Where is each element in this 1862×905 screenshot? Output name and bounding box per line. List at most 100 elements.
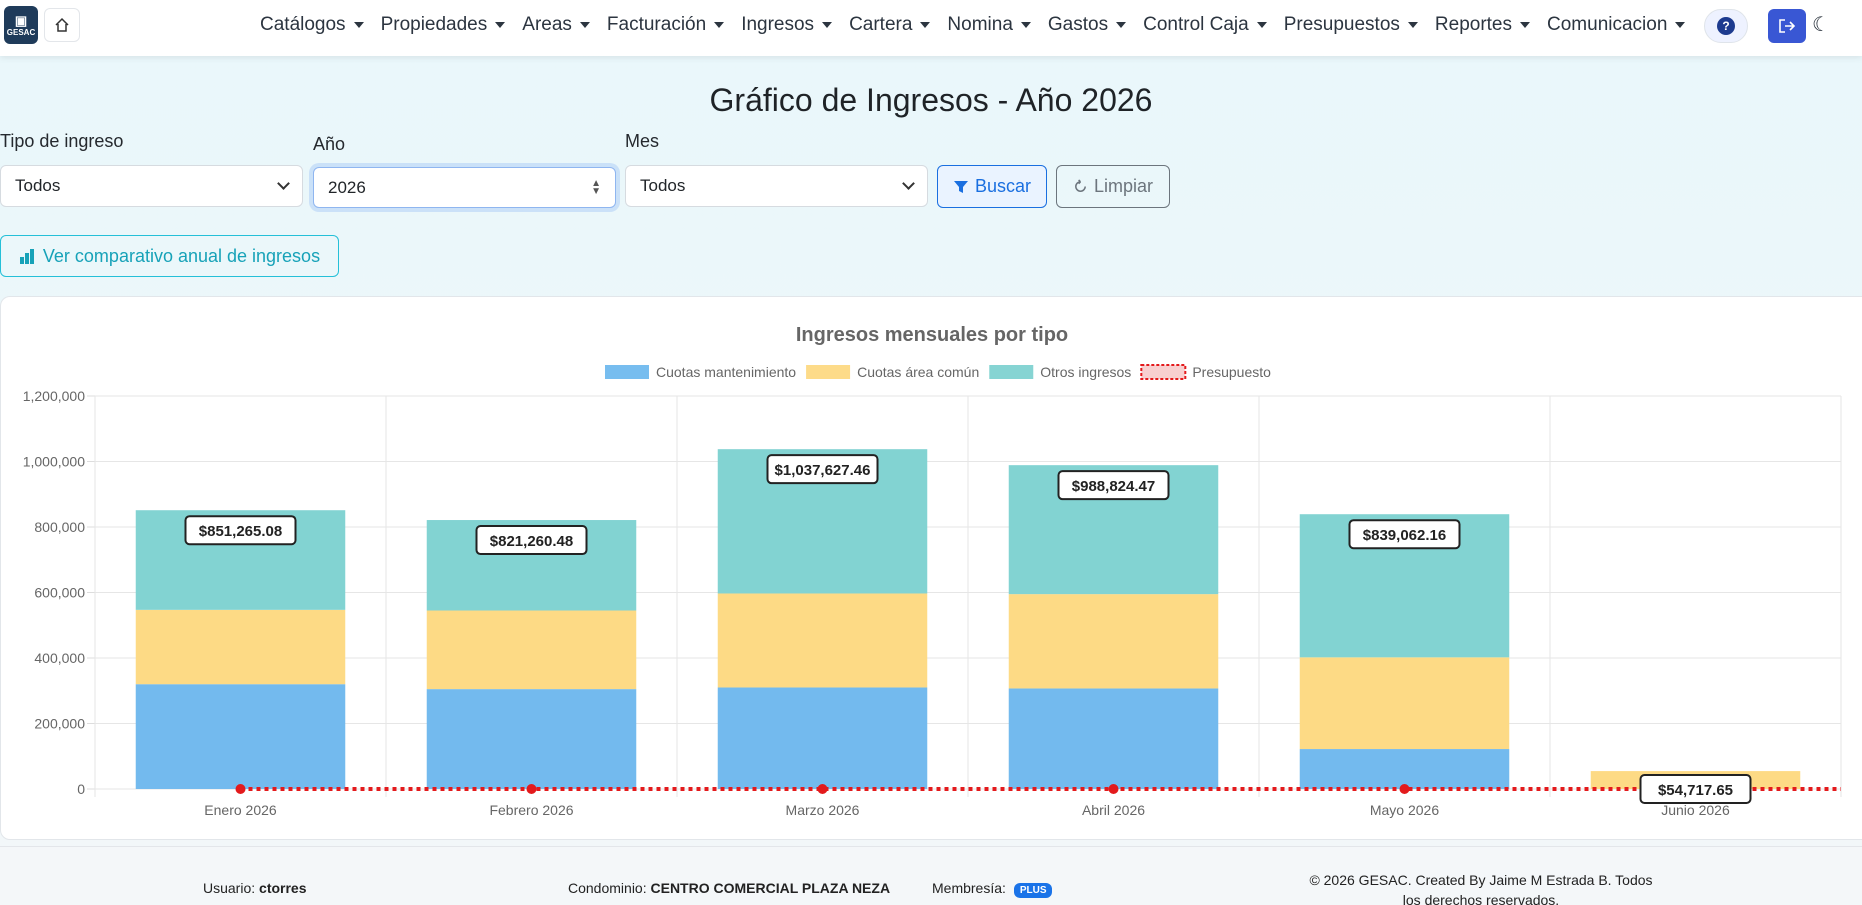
tipo-ingreso-select[interactable]: Todos — [0, 165, 303, 207]
buscar-button[interactable]: Buscar — [937, 165, 1047, 208]
menu-gastos[interactable]: Gastos — [1048, 14, 1135, 36]
menu-comunicacion[interactable]: Comunicacion — [1547, 14, 1694, 36]
tipo-ingreso-label: Tipo de ingreso — [0, 131, 124, 151]
caret-down-icon — [1116, 22, 1127, 28]
bar-segment — [426, 610, 637, 690]
menu-control-caja[interactable]: Control Caja — [1143, 14, 1276, 36]
spinner-icon[interactable]: ▲ ▼ — [591, 177, 601, 197]
limpiar-button[interactable]: Limpiar — [1056, 165, 1170, 208]
home-button[interactable] — [44, 8, 80, 42]
comparativo-anual-button[interactable]: Ver comparativo anual de ingresos — [0, 235, 339, 277]
total-label-box — [475, 525, 588, 556]
menu-label: Areas — [522, 14, 572, 35]
caret-down-icon — [1256, 22, 1267, 28]
main-menu: Catálogos Propiedades Areas Facturación … — [260, 14, 1702, 36]
menu-areas[interactable]: Areas — [522, 14, 599, 36]
copyright-line-2: los derechos reservados. — [1402, 892, 1560, 905]
y-tick-label: 800,000 — [34, 519, 85, 535]
caret-down-icon — [714, 22, 725, 28]
menu-ingresos[interactable]: Ingresos — [741, 14, 841, 36]
menu-facturacion[interactable]: Facturación — [607, 14, 733, 36]
menu-catalogos[interactable]: Catálogos — [260, 14, 373, 36]
help-button[interactable]: ? — [1704, 9, 1748, 43]
question-icon: ? — [1717, 17, 1735, 35]
menu-label: Gastos — [1047, 14, 1109, 35]
caret-down-icon — [822, 22, 833, 28]
bar-segment — [426, 689, 637, 789]
menu-label: Presupuestos — [1283, 14, 1400, 35]
brand-logo[interactable]: ▣ GESAC — [4, 6, 38, 44]
comparativo-label: Ver comparativo anual de ingresos — [42, 245, 321, 266]
mes-value: Todos — [640, 176, 686, 195]
legend-label: Presupuesto — [1192, 364, 1271, 380]
menu-label: Catálogos — [260, 14, 346, 35]
bar-segment — [1008, 688, 1219, 789]
footer-copyright: © 2026 GESAC. Created By Jaime M Estrada… — [1296, 870, 1666, 905]
bar-segment — [1299, 657, 1510, 750]
menu-reportes[interactable]: Reportes — [1435, 14, 1539, 36]
x-tick-label: Mayo 2026 — [1370, 802, 1439, 818]
menu-propiedades[interactable]: Propiedades — [381, 14, 515, 36]
presupuesto-point — [817, 784, 828, 794]
presupuesto-point — [1399, 784, 1410, 794]
mes-select[interactable]: Todos — [625, 165, 928, 207]
home-icon — [55, 17, 69, 32]
total-label-box — [184, 515, 297, 546]
legend-swatch — [806, 365, 851, 379]
caret-down-icon — [1020, 22, 1031, 28]
legend-swatch — [1140, 364, 1187, 380]
total-label: $839,062.16 — [1363, 527, 1446, 544]
caret-down-icon — [353, 22, 364, 28]
bar-segment — [1299, 749, 1510, 789]
caret-down-icon — [920, 22, 931, 28]
legend-label: Otros ingresos — [1040, 364, 1131, 380]
logout-button[interactable] — [1768, 9, 1806, 43]
total-label: $821,260.48 — [490, 533, 573, 550]
menu-label: Cartera — [849, 14, 913, 35]
y-tick-label: 600,000 — [34, 585, 85, 601]
y-tick-label: 0 — [77, 781, 85, 797]
chevron-down-icon — [277, 177, 290, 190]
menu-label: Control Caja — [1143, 14, 1249, 35]
legend-label: Cuotas mantenimiento — [656, 364, 796, 380]
filter-icon — [953, 180, 968, 193]
x-tick-label: Enero 2026 — [204, 802, 277, 818]
page-title: Gráfico de Ingresos - Año 2026 — [709, 82, 1153, 118]
y-tick-label: 1,200,000 — [23, 388, 85, 404]
legend-label: Cuotas área común — [857, 364, 979, 380]
presupuesto-point — [235, 784, 246, 794]
anio-label: Año — [313, 134, 346, 154]
y-tick-label: 1,000,000 — [23, 454, 85, 470]
chart-card: Ingresos mensuales por tipo Cuotas manten… — [0, 296, 1862, 840]
total-label: $1,037,627.46 — [775, 462, 871, 479]
menu-cartera[interactable]: Cartera — [849, 14, 939, 36]
membresia-badge: PLUS — [1013, 883, 1053, 898]
total-label-box — [1348, 519, 1461, 550]
caret-down-icon — [579, 22, 590, 28]
presupuesto-point — [526, 784, 537, 794]
footer-condominio: Condominio: CENTRO COMERCIAL PLAZA NEZA — [568, 880, 890, 896]
dark-mode-toggle-icon[interactable]: ☾ — [1812, 14, 1830, 36]
total-label-box — [1057, 470, 1170, 501]
caret-down-icon — [495, 22, 506, 28]
legend-swatch — [605, 365, 649, 379]
x-tick-label: Abril 2026 — [1082, 802, 1145, 818]
menu-label: Comunicacion — [1547, 14, 1668, 35]
total-label: $54,717.65 — [1658, 782, 1733, 799]
bar-segment — [135, 684, 346, 789]
bar-segment — [1008, 594, 1219, 689]
bar-chart-icon — [19, 248, 34, 264]
building-icon: ▣ — [14, 12, 28, 28]
income-chart: Ingresos mensuales por tipo Cuotas manten… — [23, 324, 1842, 818]
y-tick-label: 200,000 — [34, 716, 85, 732]
chevron-down-icon — [902, 177, 915, 190]
limpiar-label: Limpiar — [1093, 176, 1154, 196]
x-tick-label: Marzo 2026 — [786, 802, 860, 818]
caret-down-icon — [1520, 22, 1531, 28]
tipo-ingreso-value: Todos — [15, 176, 61, 195]
anio-input[interactable]: 2026 ▲ ▼ — [313, 167, 616, 208]
presupuesto-point — [1108, 784, 1119, 794]
menu-presupuestos[interactable]: Presupuestos — [1284, 14, 1427, 36]
anio-value: 2026 — [328, 177, 366, 197]
menu-nomina[interactable]: Nomina — [947, 14, 1039, 36]
